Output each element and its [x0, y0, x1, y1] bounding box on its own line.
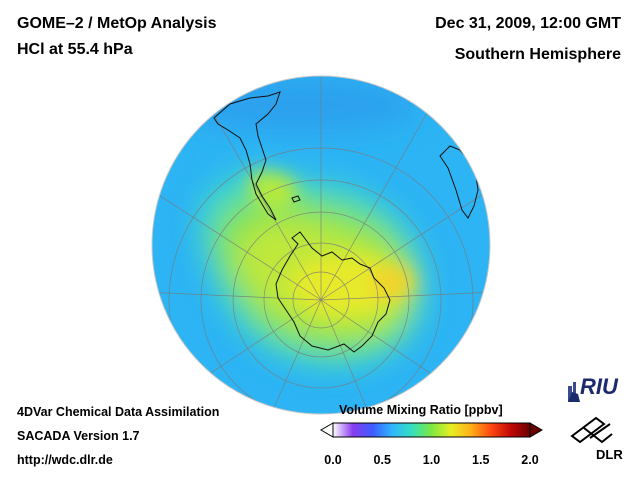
south-america-coast [213, 91, 281, 221]
footer-line2: SACADA Version 1.7 [17, 429, 140, 443]
colorbar-max-arrow [529, 422, 543, 438]
colorbar-tick-label: 0.5 [373, 453, 391, 467]
title-right-line2: Southern Hemisphere [454, 46, 621, 63]
colorbar-tick-label: 1.5 [472, 453, 490, 467]
colorbar-min-arrow [320, 422, 334, 438]
riu-logo: RIU [566, 372, 628, 406]
antarctica-coast [275, 231, 391, 353]
falklands [291, 195, 301, 203]
dlr-logo: DLR [566, 414, 626, 466]
title-right-line1: Dec 31, 2009, 12:00 GMT [435, 15, 621, 32]
coastlines [213, 91, 490, 353]
footer-line3: http://wdc.dlr.de [17, 453, 113, 467]
riu-logo-text: RIU [580, 374, 618, 399]
dlr-logo-text: DLR [596, 447, 623, 462]
colorbar-tick-label: 0.0 [324, 453, 342, 467]
title-left-line1: GOME–2 / MetOp Analysis [17, 15, 217, 32]
africa-coast [439, 145, 479, 219]
colorbar-tick-label: 1.0 [422, 453, 441, 467]
footer-line1: 4DVar Chemical Data Assimilation [17, 405, 220, 419]
colorbar-tick-label: 2.0 [521, 453, 539, 467]
title-left-line2: HCl at 55.4 hPa [17, 41, 133, 58]
colorbar-title: Volume Mixing Ratio [ppbv] [339, 403, 503, 417]
